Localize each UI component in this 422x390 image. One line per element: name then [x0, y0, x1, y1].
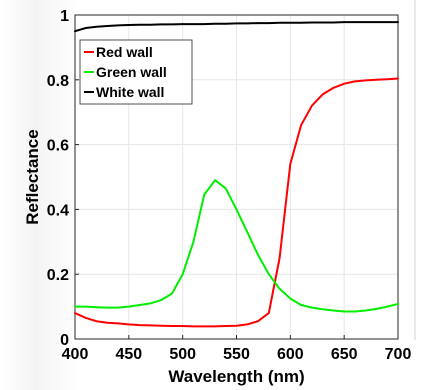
y-tick-label-0.2: 0.2 [47, 267, 69, 284]
series-line-green-wall [74, 179, 399, 313]
page-edge-divider [414, 0, 416, 340]
x-tick-label-600: 600 [277, 346, 304, 363]
legend-item-red-wall: Red wall [84, 44, 153, 60]
x-tick-label-500: 500 [169, 346, 196, 363]
y-axis-label: Reflectance [23, 129, 42, 224]
legend-label-white-wall: White wall [96, 84, 164, 100]
y-tick-label-0: 0 [60, 332, 69, 349]
legend-label-green-wall: Green wall [96, 64, 167, 80]
series-lines [74, 21, 399, 328]
legend-item-green-wall: Green wall [84, 64, 167, 80]
legend-label-red-wall: Red wall [96, 44, 153, 60]
x-tick-label-450: 450 [115, 346, 142, 363]
x-tick-label-700: 700 [385, 346, 412, 363]
axis-ticks [74, 14, 399, 340]
x-tick-labels: 400 450 500 550 600 650 700 [62, 346, 412, 363]
x-axis-label: Wavelength (nm) [168, 367, 304, 386]
y-tick-label-0.8: 0.8 [47, 73, 69, 90]
series-line-white-wall [74, 21, 399, 33]
x-tick-label-650: 650 [331, 346, 358, 363]
x-tick-label-550: 550 [223, 346, 250, 363]
y-tick-label-0.4: 0.4 [47, 202, 69, 219]
y-tick-labels: 0 0.2 0.4 0.6 0.8 1 [47, 8, 69, 349]
x-tick-label-400: 400 [62, 346, 89, 363]
y-tick-label-1: 1 [60, 8, 69, 25]
legend-box [79, 39, 193, 105]
legend-item-white-wall: White wall [84, 84, 164, 100]
series-line-red-wall [74, 77, 399, 328]
background-panel [0, 0, 80, 390]
legend: Red wall Green wall White wall [79, 39, 193, 105]
y-tick-label-0.6: 0.6 [47, 138, 69, 155]
